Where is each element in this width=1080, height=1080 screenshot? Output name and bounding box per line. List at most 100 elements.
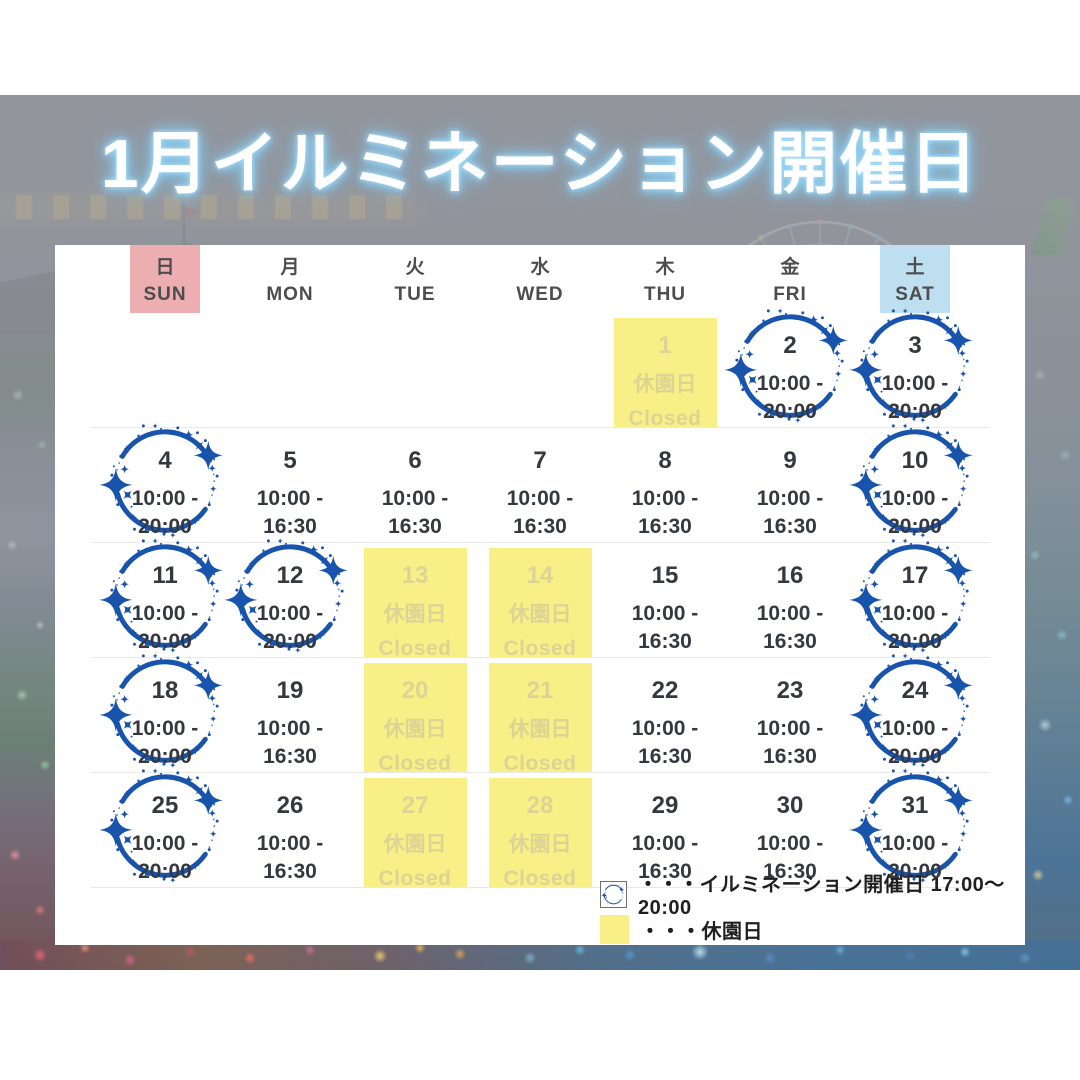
opening-hours-line2: 16:30: [763, 515, 817, 538]
calendar-cell-28: 28 休園日 Closed: [478, 773, 603, 891]
calendar-cell-3: 3 10:00 - 20:00: [853, 313, 978, 431]
calendar-cell-29: 29 10:00 - 16:30: [603, 773, 728, 891]
opening-hours: 10:00 - 16:30: [757, 600, 824, 656]
opening-hours: 10:00 - 20:00: [132, 830, 199, 886]
illumination-circle-icon: [600, 880, 627, 908]
day-number: 18: [151, 677, 179, 704]
opening-hours: 10:00 - 16:30: [632, 830, 699, 886]
opening-hours: 10:00 - 16:30: [757, 715, 824, 771]
calendar-cell-5: 5 10:00 - 16:30: [228, 428, 353, 543]
opening-hours: 10:00 - 20:00: [882, 485, 949, 541]
calendar-week-row: 18 10:00 -20:00 19 10:00 -16:30 20 休園日 Closed 2…: [90, 658, 990, 776]
closed-day-highlight: [488, 663, 592, 772]
opening-hours-line2: 16:30: [263, 515, 317, 538]
opening-hours-line1: 10:00 -: [256, 602, 324, 625]
opening-hours-line2: 20:00: [138, 630, 192, 653]
opening-hours-line2: 20:00: [888, 630, 942, 653]
opening-hours: 10:00 - 20:00: [757, 370, 824, 426]
opening-hours: 10:00 - 16:30: [382, 485, 449, 541]
closed-label-en: Closed: [503, 867, 577, 890]
opening-hours-line2: 20:00: [888, 515, 942, 538]
opening-hours-line1: 10:00 -: [756, 832, 824, 855]
opening-hours-line1: 10:00 -: [131, 832, 199, 855]
closed-label-en: Closed: [378, 867, 452, 890]
opening-hours-line1: 10:00 -: [881, 717, 949, 740]
calendar-cell-20: 20 休園日 Closed: [353, 658, 478, 776]
day-number: 5: [283, 447, 297, 474]
weekday-fri: 金 FRI: [728, 245, 853, 313]
opening-hours-line1: 10:00 -: [131, 717, 199, 740]
opening-hours-line1: 10:00 -: [881, 487, 949, 510]
calendar-cell-16: 16 10:00 - 16:30: [728, 543, 853, 661]
calendar-cell-11: 11 10:00 - 20:00: [103, 543, 228, 661]
weekday-label-en: WED: [516, 284, 564, 305]
closed-day-highlight: [488, 548, 592, 657]
day-number: 28: [526, 792, 554, 819]
day-number: 22: [651, 677, 679, 704]
closed-label-jp: 休園日: [633, 373, 697, 396]
day-number: 1: [658, 332, 672, 359]
opening-hours-line1: 10:00 -: [881, 602, 949, 625]
weekday-label-jp: 木: [655, 257, 675, 278]
weekday-tue: 火 TUE: [353, 245, 478, 313]
day-number: 21: [526, 677, 554, 704]
day-number: 9: [783, 447, 797, 474]
opening-hours-line1: 10:00 -: [631, 487, 699, 510]
calendar-cell-8: 8 10:00 - 16:30: [603, 428, 728, 543]
closed-day-icon: [600, 914, 629, 944]
calendar-week-row: 4 10:00 -20:00 5 10:00 -16:30 6 10:00 -16:30 7…: [90, 428, 990, 543]
weekday-label-en: SAT: [895, 284, 935, 305]
calendar-panel: 日 SUN 月 MON 火 TUE 水 WED: [55, 245, 1025, 945]
weekday-wed: 水 WED: [478, 245, 603, 313]
weekday-label-en: SUN: [143, 284, 187, 305]
calendar-cell-7: 7 10:00 - 16:30: [478, 428, 603, 543]
calendar-cell-9: 9 10:00 - 16:30: [728, 428, 853, 543]
calendar-cell-21: 21 休園日 Closed: [478, 658, 603, 776]
day-number: 12: [276, 562, 304, 589]
opening-hours-line2: 16:30: [638, 515, 692, 538]
weekday-label-en: THU: [643, 284, 687, 305]
day-number: 30: [776, 792, 804, 819]
calendar-cell-empty: [353, 313, 478, 431]
opening-hours-line2: 16:30: [263, 745, 317, 768]
closed-label-en: Closed: [503, 637, 577, 660]
weekday-sun: 日 SUN: [103, 245, 228, 313]
saturday-header-highlight: 土 SAT: [880, 245, 950, 313]
calendar-cell-17: 17 10:00 - 20:00: [853, 543, 978, 661]
opening-hours: 10:00 - 16:30: [632, 485, 699, 541]
weekday-label-en: TUE: [394, 284, 436, 305]
calendar-cell-14: 14 休園日 Closed: [478, 543, 603, 661]
opening-hours-line2: 20:00: [888, 400, 942, 423]
day-number: 3: [908, 332, 922, 359]
calendar-week-row: 1 休園日 Closed 2 10:00 - 20:00 3 10:00 - 20:00: [90, 313, 990, 431]
calendar-cell-empty: [478, 313, 603, 431]
closed-day-highlight: [363, 778, 467, 887]
day-number: 14: [526, 562, 554, 589]
opening-hours: 10:00 - 20:00: [132, 715, 199, 771]
opening-hours-line2: 20:00: [263, 630, 317, 653]
legend: ・・・イルミネーション開催日 17:00〜20:00 ・・・休園日: [600, 874, 1025, 949]
day-number: 20: [401, 677, 429, 704]
opening-hours: 10:00 - 16:30: [507, 485, 574, 541]
calendar-cell-27: 27 休園日 Closed: [353, 773, 478, 891]
calendar-cell-4: 4 10:00 - 20:00: [103, 428, 228, 543]
closed-day-highlight: [613, 318, 717, 427]
opening-hours: 10:00 - 20:00: [257, 600, 324, 656]
opening-hours: 10:00 - 16:30: [257, 715, 324, 771]
weekday-label-jp: 日: [155, 257, 175, 278]
opening-hours-line1: 10:00 -: [756, 372, 824, 395]
calendar-cell-15: 15 10:00 - 16:30: [603, 543, 728, 661]
closed-day-highlight: [488, 778, 592, 887]
closed-label-en: Closed: [503, 752, 577, 775]
weekday-label-jp: 水: [530, 257, 550, 278]
weekday-thu: 木 THU: [603, 245, 728, 313]
day-number: 26: [276, 792, 304, 819]
calendar-cell-26: 26 10:00 - 16:30: [228, 773, 353, 891]
opening-hours-line2: 16:30: [763, 745, 817, 768]
opening-hours: 10:00 - 20:00: [132, 600, 199, 656]
closed-label-jp: 休園日: [508, 833, 572, 856]
day-number: 24: [901, 677, 929, 704]
day-number: 4: [158, 447, 172, 474]
day-number: 8: [658, 447, 672, 474]
weekday-label-jp: 月: [280, 257, 300, 278]
